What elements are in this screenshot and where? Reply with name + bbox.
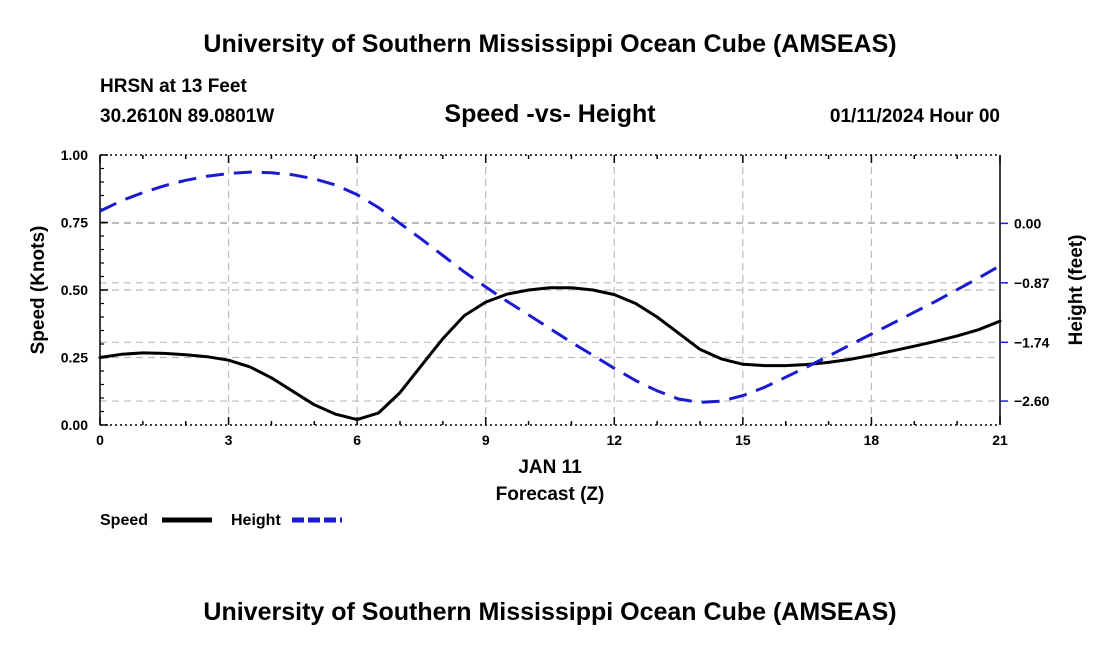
grid-lines: [100, 155, 1000, 425]
x-tick-label: 0: [96, 432, 104, 448]
x-tick-label: 21: [992, 432, 1008, 448]
y-axis-label: Speed (Knots): [28, 226, 49, 355]
data-series: [98, 170, 1002, 422]
y2-tick-label: 0.00: [1014, 215, 1041, 231]
plot-frame: [99, 154, 1001, 426]
x-tick-label: 18: [864, 432, 880, 448]
x-axis-label: Forecast (Z): [496, 484, 605, 505]
y-tick-label: 0.25: [61, 350, 88, 366]
x-tick-label: 9: [482, 432, 490, 448]
axes: 0 3 6 9 12 15 18 21 0.00 0.25 0.50 0.75 1.00 0.00 −0.8…: [61, 147, 1050, 448]
y-tick-label: 0.00: [61, 417, 88, 433]
main-title: University of Southern Mississippi Ocean…: [203, 30, 897, 58]
y-tick-label: 1.00: [61, 147, 88, 163]
y2-tick-label: −2.60: [1014, 393, 1050, 409]
y2-tick-label: −1.74: [1014, 334, 1050, 350]
y2-axis-label: Height (feet): [1066, 235, 1087, 346]
y-tick-label: 0.75: [61, 215, 88, 231]
x-tick-label: 6: [353, 432, 361, 448]
chart-title: Speed -vs- Height: [444, 100, 656, 128]
legend-height-label: Height: [231, 512, 281, 529]
speed-series-line: [98, 286, 1002, 422]
station-name: HRSN at 13 Feet: [100, 76, 247, 97]
station-coordinates: 30.2610N 89.0801W: [100, 106, 275, 127]
x-tick-label: 3: [225, 432, 233, 448]
x-axis-date-label: JAN 11: [518, 457, 582, 478]
height-series-line: [99, 170, 1001, 404]
x-tick-label: 15: [735, 432, 751, 448]
footer-title: University of Southern Mississippi Ocean…: [203, 598, 897, 626]
legend-speed-label: Speed: [100, 512, 148, 529]
forecast-date: 01/11/2024 Hour 00: [829, 106, 1000, 127]
x-tick-label: 12: [606, 432, 622, 448]
y-tick-label: 0.50: [61, 282, 88, 298]
legend: Speed Height: [100, 512, 342, 529]
y2-tick-label: −0.87: [1014, 275, 1050, 291]
